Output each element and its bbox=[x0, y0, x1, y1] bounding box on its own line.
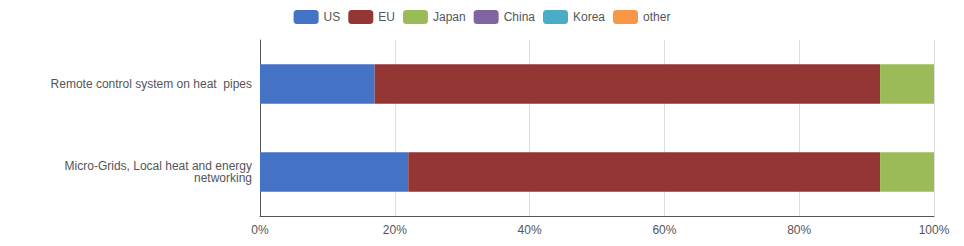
svg-text:EU: EU bbox=[378, 10, 395, 24]
svg-text:20%: 20% bbox=[383, 223, 407, 237]
svg-text:0%: 0% bbox=[251, 223, 269, 237]
svg-text:Japan: Japan bbox=[433, 10, 466, 24]
svg-text:Remote control system on heat: Remote control system on heat pipes bbox=[51, 77, 252, 91]
svg-text:other: other bbox=[643, 10, 670, 24]
svg-text:US: US bbox=[324, 10, 341, 24]
svg-text:networking: networking bbox=[194, 171, 252, 185]
svg-text:40%: 40% bbox=[518, 223, 542, 237]
svg-text:Micro-Grids, Local heat and en: Micro-Grids, Local heat and energy bbox=[64, 159, 252, 173]
svg-text:China: China bbox=[504, 10, 536, 24]
svg-text:100%: 100% bbox=[919, 223, 950, 237]
svg-text:60%: 60% bbox=[652, 223, 676, 237]
svg-text:Korea: Korea bbox=[573, 10, 605, 24]
svg-text:80%: 80% bbox=[787, 223, 811, 237]
